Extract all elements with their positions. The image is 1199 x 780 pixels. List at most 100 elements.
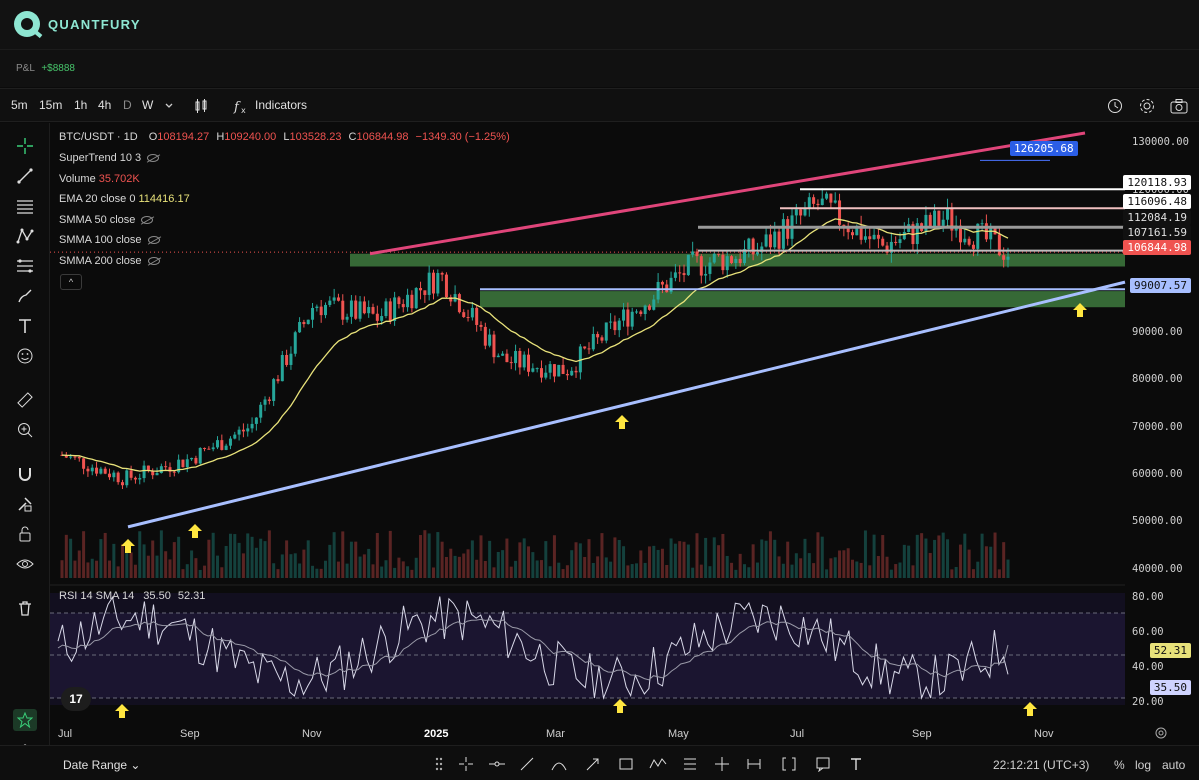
clock[interactable]: 22:12:21 (UTC+3): [993, 758, 1090, 772]
trend-line-icon[interactable]: [518, 755, 536, 773]
volume-bar: [410, 569, 414, 578]
volume-bar: [168, 559, 172, 578]
long-position-icon[interactable]: [681, 755, 699, 773]
candle-body: [431, 272, 435, 294]
candle-body: [583, 346, 587, 349]
volume-bar: [133, 564, 137, 578]
timeframe-d[interactable]: D: [123, 98, 132, 112]
text-tool-icon[interactable]: [13, 315, 37, 337]
date-range-tool-icon[interactable]: [745, 755, 763, 773]
candle-body: [138, 478, 142, 480]
percent-scale-button[interactable]: %: [1114, 758, 1125, 772]
arc-icon[interactable]: [550, 755, 568, 773]
level-tag-2: 116096.48: [1123, 194, 1191, 209]
volume-bar: [302, 549, 306, 578]
rsi-legend[interactable]: RSI 14 SMA 14 35.50 52.31: [59, 590, 205, 602]
candle-type-icon[interactable]: [190, 95, 212, 117]
legend-collapse-button[interactable]: ^: [60, 274, 82, 290]
candle-body: [341, 300, 345, 320]
drag-handle-icon[interactable]: [430, 755, 448, 773]
smma200-legend[interactable]: SMMA 200 close: [59, 255, 160, 267]
log-scale-button[interactable]: log: [1135, 758, 1152, 772]
volume-bar: [552, 535, 556, 578]
note-icon[interactable]: [814, 755, 832, 773]
zoom-in-icon[interactable]: [13, 419, 37, 441]
zigzag-icon[interactable]: [649, 755, 667, 773]
indicators-button[interactable]: Indicators: [255, 98, 308, 112]
auto-scale-button[interactable]: auto: [1162, 758, 1186, 772]
brackets-icon[interactable]: [780, 755, 798, 773]
visibility-eye-icon[interactable]: [13, 553, 37, 575]
date-range-button[interactable]: Date Range ⌄: [63, 758, 140, 772]
text-tool-icon[interactable]: [847, 755, 865, 773]
volume-bar: [613, 537, 617, 578]
alert-clock-icon[interactable]: [1104, 95, 1126, 117]
volume-bar: [99, 539, 103, 578]
pattern-icon[interactable]: [13, 225, 37, 247]
favorites-star-icon[interactable]: [13, 709, 37, 731]
h-label: H: [216, 131, 225, 143]
volume-bar: [120, 544, 124, 578]
price-chart-svg[interactable]: [50, 123, 1199, 743]
volume-bar: [557, 562, 561, 578]
timeframe-5m[interactable]: 5m: [11, 98, 28, 112]
candle-body: [362, 301, 366, 314]
lock-drawing-icon[interactable]: [13, 493, 37, 515]
supertrend-legend[interactable]: SuperTrend 10 3: [59, 152, 160, 164]
volume-bar: [647, 546, 651, 578]
ema-legend[interactable]: EMA 20 close 0 114416.17: [59, 193, 190, 205]
candle-body: [557, 364, 561, 377]
hidden-eye-icon[interactable]: [147, 236, 160, 245]
candle-body: [587, 348, 591, 350]
candle-body: [738, 258, 742, 264]
price-axis-label: 40000.00: [1132, 562, 1183, 575]
horizontal-ray-icon[interactable]: [488, 755, 506, 773]
timeframe-w[interactable]: W: [142, 98, 154, 112]
candle-body: [475, 307, 479, 325]
arrow-tool-icon[interactable]: [584, 755, 602, 773]
timeframe-1h[interactable]: 1h: [74, 98, 88, 112]
candle-body: [190, 457, 194, 460]
volume-bar: [341, 531, 345, 578]
crosshair-icon[interactable]: [13, 135, 37, 157]
unlock-icon[interactable]: [13, 523, 37, 545]
volume-bar: [69, 538, 73, 578]
candle-body: [794, 209, 798, 216]
timeframe-dropdown-chevron-icon[interactable]: [158, 95, 180, 117]
measure-icon[interactable]: [713, 755, 731, 773]
candle-body: [889, 241, 893, 253]
smma100-legend[interactable]: SMMA 100 close: [59, 234, 160, 246]
brush-icon[interactable]: [13, 285, 37, 307]
crosshair-icon[interactable]: [457, 755, 475, 773]
emoji-icon[interactable]: [13, 345, 37, 367]
volume-bar: [246, 533, 250, 578]
screenshot-camera-icon[interactable]: [1168, 95, 1190, 117]
horizontal-lines-icon[interactable]: [13, 195, 37, 217]
timeframe-4h[interactable]: 4h: [98, 98, 112, 112]
volume-legend[interactable]: Volume 35.702K: [59, 173, 140, 185]
volume-bar: [1002, 542, 1006, 578]
hidden-eye-icon[interactable]: [147, 257, 160, 266]
candle-body: [963, 238, 967, 243]
volume-bar: [198, 569, 202, 578]
trash-icon[interactable]: [13, 597, 37, 619]
smma50-legend[interactable]: SMMA 50 close: [59, 214, 154, 226]
settings-gear-icon[interactable]: [1136, 95, 1158, 117]
fib-retracement-icon[interactable]: [13, 255, 37, 277]
symbol-label[interactable]: BTC/USDT · 1D: [59, 131, 138, 143]
support-zone-lower: [480, 291, 1125, 308]
hidden-eye-icon[interactable]: [141, 216, 154, 225]
chart-area[interactable]: BTC/USDT · 1D O108194.27 H109240.00 L103…: [50, 123, 1199, 743]
ema-label: EMA 20 close 0: [59, 193, 136, 205]
hidden-eye-icon[interactable]: [147, 154, 160, 163]
volume-bar: [812, 563, 816, 578]
timeframe-15m[interactable]: 15m: [39, 98, 63, 112]
tradingview-logo[interactable]: 17: [61, 687, 91, 711]
candle-body: [69, 456, 73, 458]
trend-line-icon[interactable]: [13, 165, 37, 187]
ruler-icon[interactable]: [13, 389, 37, 411]
brand-logo[interactable]: QUANTFURY: [14, 11, 141, 37]
magnet-icon[interactable]: [13, 463, 37, 485]
rectangle-tool-icon[interactable]: [617, 755, 635, 773]
